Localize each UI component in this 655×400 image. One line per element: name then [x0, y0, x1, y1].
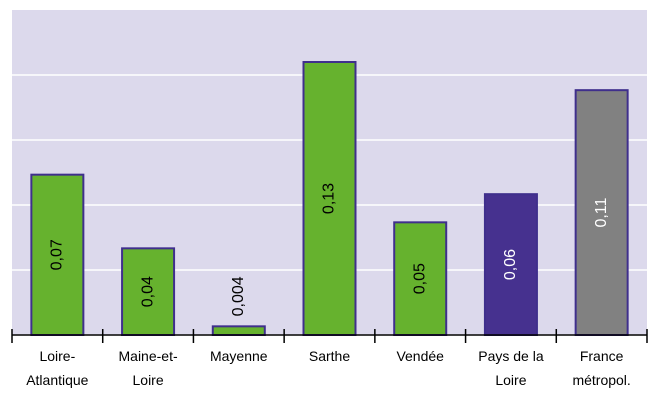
bar [393, 221, 448, 336]
x-tick-label-line: métropol. [572, 372, 630, 388]
x-tick-label-line: Pays de la [478, 348, 544, 364]
x-tick-label-line: Vendée [396, 348, 444, 364]
x-tick-label-line: Loire- [39, 348, 75, 364]
bar [483, 193, 538, 336]
bar [574, 89, 629, 336]
x-tick-label: Sarthe [309, 348, 350, 364]
x-tick-label: Maine-et- Loire [119, 348, 178, 388]
x-tick-label-line: Loire [495, 372, 526, 388]
x-tick-label-line: France [580, 348, 624, 364]
bar [30, 173, 85, 336]
x-tick-label: Pays de la Loire [478, 348, 544, 388]
value-label: 0,004 [230, 276, 247, 316]
bar [302, 61, 357, 336]
value-label: 0,06 [502, 249, 519, 280]
x-tick-label: France métropol. [572, 348, 630, 388]
x-tick-label: Vendée [396, 348, 444, 364]
x-tick-label-line: Maine-et- [119, 348, 178, 364]
value-label: 0,11 [593, 198, 610, 228]
x-tick-label-line: Sarthe [309, 348, 350, 364]
x-tick-label-line: Mayenne [210, 348, 268, 364]
bar [211, 325, 266, 337]
value-label: 0,04 [139, 276, 156, 307]
x-tick-label-line: Atlantique [26, 372, 88, 388]
value-label: 0,13 [321, 183, 338, 214]
x-tick-label: Mayenne [210, 348, 268, 364]
value-label: 0,07 [49, 239, 66, 270]
value-label: 0,05 [411, 263, 428, 294]
x-tick-label-line: Loire [133, 372, 164, 388]
x-tick-label: Loire- Atlantique [26, 348, 88, 388]
